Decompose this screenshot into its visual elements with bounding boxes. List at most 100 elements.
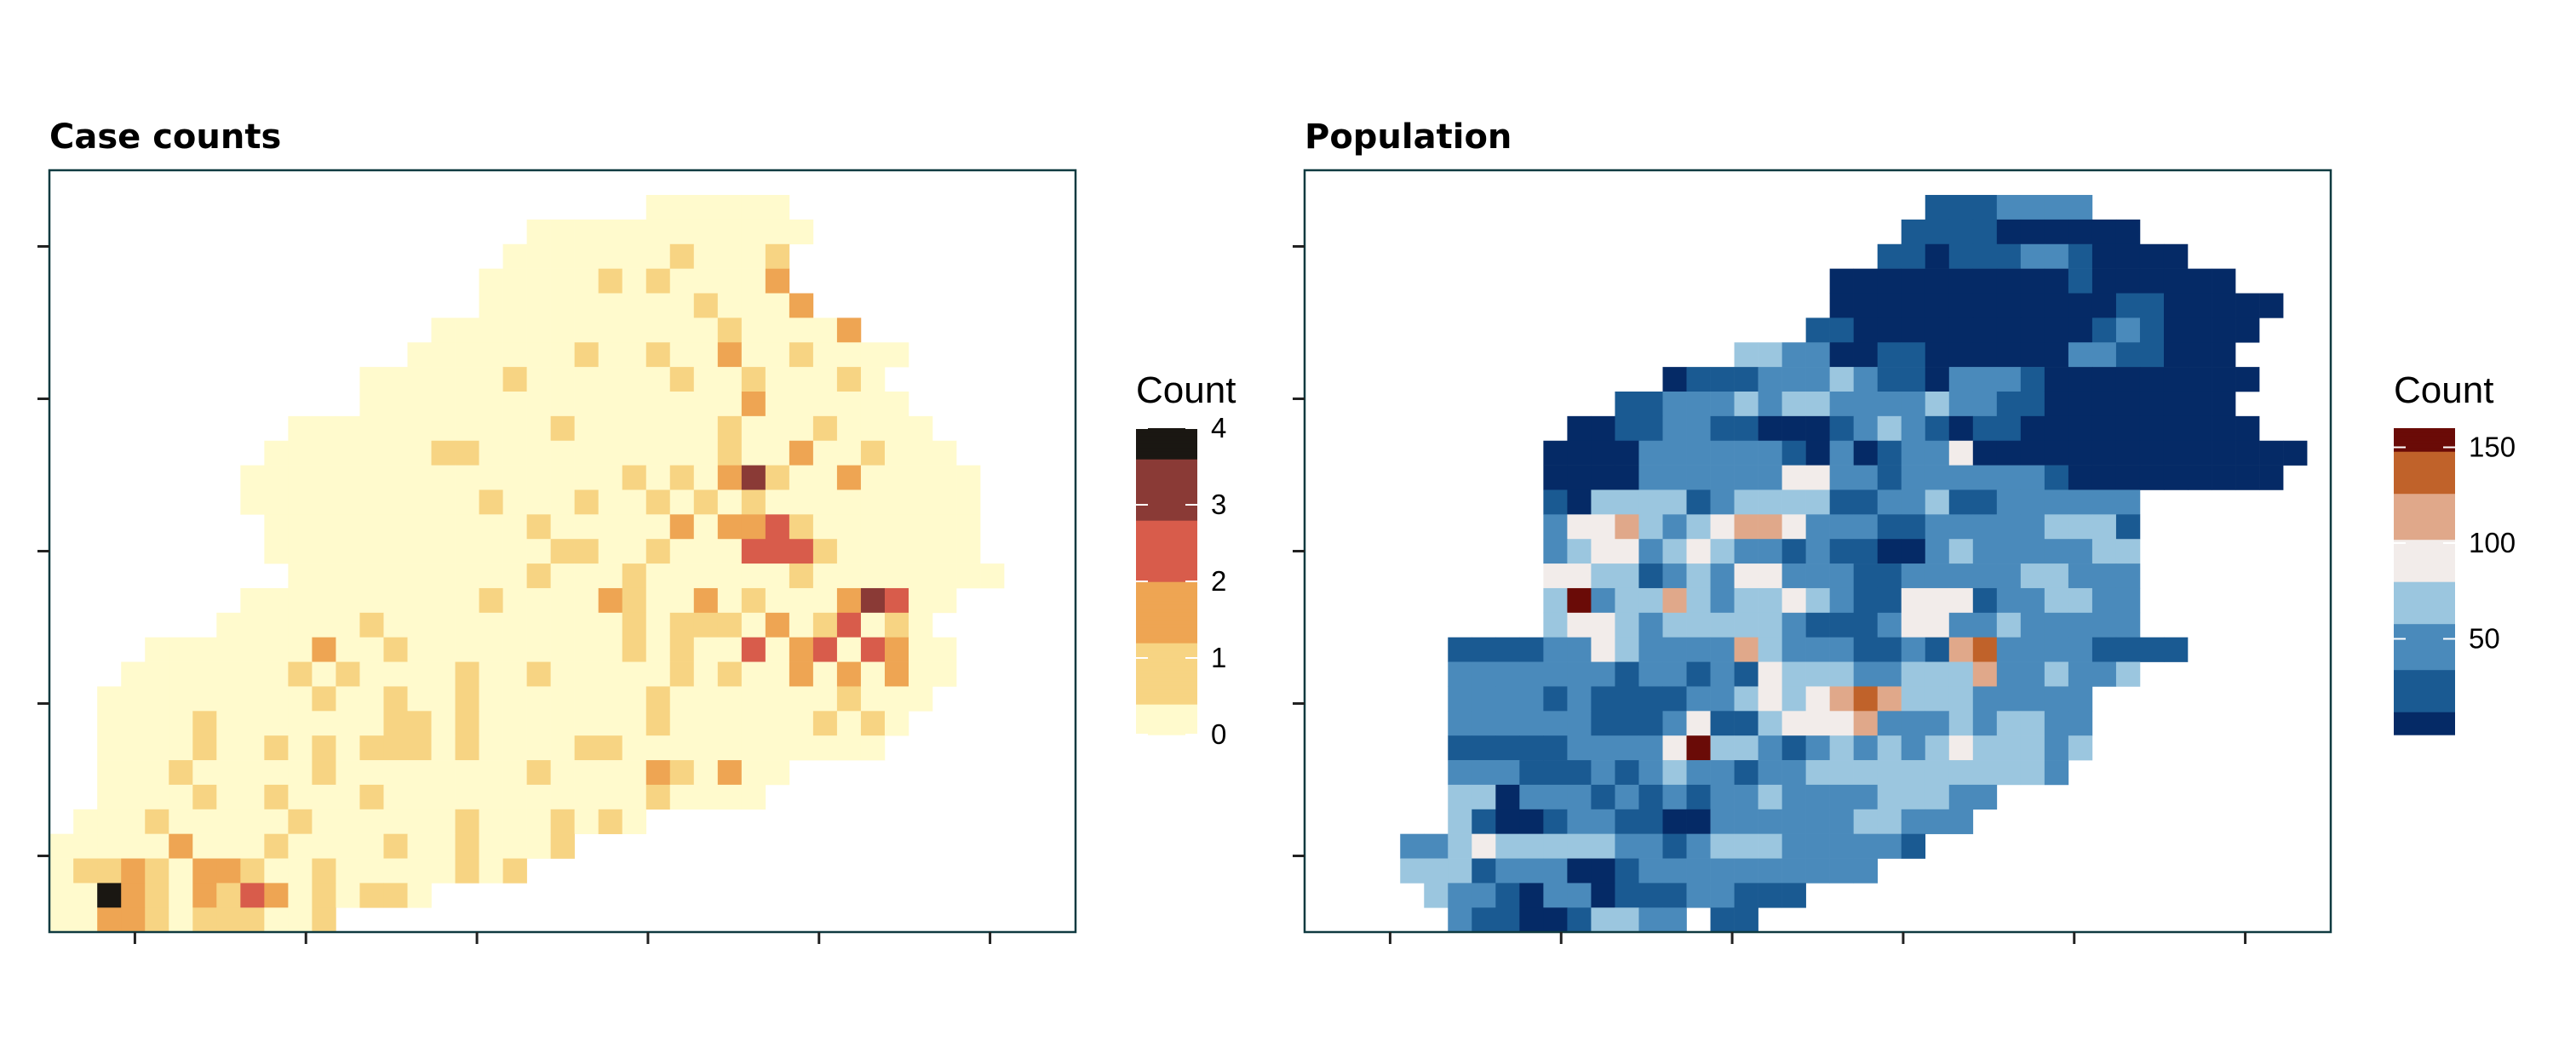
heatmap-cell [1615,391,1639,417]
heatmap-cell [145,637,169,662]
heatmap-cell [574,268,599,294]
heatmap-cell [431,465,456,490]
heatmap-cell [526,637,551,662]
heatmap-cell [1948,219,1974,245]
heatmap-cell [1853,686,1879,712]
heatmap-cell [836,612,862,638]
heatmap-cell [1996,637,2022,662]
heatmap-cell [336,735,360,761]
heatmap-cell [1495,711,1520,736]
heatmap-cell [1996,661,2022,687]
heatmap-cell [622,612,647,638]
legend-color-step [1136,474,1197,479]
heatmap-cell [1758,367,1782,392]
heatmap-cell [2068,391,2093,417]
heatmap-cell [1472,686,1496,712]
heatmap-cell [49,883,74,908]
heatmap-cell [717,760,743,786]
heatmap-cell [2212,342,2236,368]
heatmap-cell [645,268,671,294]
heatmap-cell [455,539,479,564]
heatmap-cell [1710,661,1735,687]
heatmap-cell [502,268,527,294]
heatmap-cell [1615,760,1639,786]
heatmap-cell [645,735,671,761]
heatmap-cell [1948,735,1974,761]
heatmap-cell [693,637,719,662]
heatmap-cell [693,440,719,466]
heatmap-cell [1662,489,1687,515]
heatmap-cell [1972,784,1998,810]
heatmap-cell [598,243,623,269]
heatmap-cell [1829,661,1854,687]
heatmap-cell [598,539,623,564]
heatmap-cell [1948,711,1974,736]
heatmap-cell [1829,637,1854,662]
heatmap-cell [741,735,766,761]
heatmap-cell [336,686,360,712]
heatmap-cell [574,637,599,662]
heatmap-cell [1710,686,1735,712]
legend-color-step [2394,704,2455,709]
heatmap-cell [383,858,408,884]
heatmap-cell [669,317,695,343]
heatmap-cell [812,735,838,761]
heatmap-cell [97,907,122,933]
heatmap-cell [1948,784,1974,810]
legend-color-step [1136,551,1197,556]
heatmap-cell [741,587,766,614]
heatmap-cell [598,268,623,294]
heatmap-cell [359,563,384,589]
heatmap-cell [1615,514,1639,540]
heatmap-cell [1567,735,1592,761]
heatmap-cell [812,465,838,490]
heatmap-cell [1448,711,1472,736]
heatmap-cell [216,760,241,786]
heatmap-cell [1662,883,1687,908]
case-counts-legend-title: Count [1136,369,1236,411]
heatmap-cell [765,514,790,540]
heatmap-cell [860,735,886,761]
heatmap-cell [407,760,432,786]
heatmap-cell [1925,661,1950,687]
heatmap-cell [1901,317,1926,343]
heatmap-cell [383,563,408,589]
heatmap-cell [169,784,193,810]
heatmap-cell [550,415,575,442]
heatmap-cell [789,219,814,245]
heatmap-cell [645,539,671,564]
heatmap-cell [1400,858,1425,884]
heatmap-cell [312,539,336,564]
heatmap-cell [1734,760,1758,786]
heatmap-cell [622,317,647,343]
heatmap-cell [383,489,408,515]
heatmap-cell [502,391,527,417]
legend-color-step [1136,592,1197,598]
heatmap-cell [383,686,408,712]
heatmap-cell [288,539,313,564]
heatmap-cell [622,711,647,736]
heatmap-cell [502,637,527,662]
legend-color-step [1136,623,1197,628]
heatmap-cell [502,415,527,442]
heatmap-cell [431,489,456,515]
heatmap-cell [1901,735,1926,761]
heatmap-cell [741,711,766,736]
heatmap-cell [2115,489,2141,515]
heatmap-cell [1996,587,2022,614]
legend-color-step [1136,612,1197,617]
heatmap-cell [1925,735,1950,761]
heatmap-cell [1638,784,1663,810]
heatmap-cell [145,711,169,736]
heatmap-cell [1948,391,1974,417]
heatmap-cell [622,539,647,564]
legend-color-step [2394,589,2455,594]
legend-color-step [2394,597,2455,602]
heatmap-cell [645,415,671,442]
heatmap-cell [1495,661,1520,687]
heatmap-cell [1877,342,1902,368]
heatmap-cell [789,637,814,662]
heatmap-cell [1543,514,1568,540]
heatmap-cell [1925,415,1950,442]
heatmap-cell [526,612,551,638]
